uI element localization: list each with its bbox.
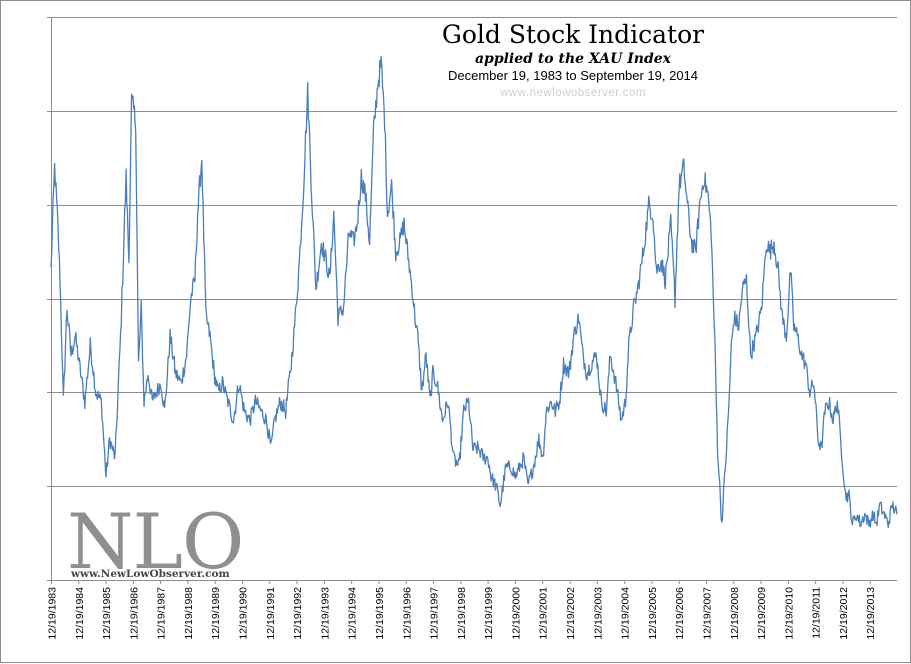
chart-title: Gold Stock Indicator (442, 20, 704, 49)
x-tick-label: 12/19/2011 (811, 587, 823, 639)
x-tick-label: 12/19/1995 (374, 587, 386, 640)
chart-subtitle: applied to the XAU Index (475, 51, 672, 67)
x-tick-label: 12/19/1993 (319, 587, 331, 640)
x-tick-label: 12/19/2003 (592, 587, 604, 640)
x-tick-label: 12/19/2000 (510, 587, 522, 640)
x-tick-label: 12/19/1996 (401, 587, 413, 640)
x-tick-label: 12/19/1994 (347, 587, 359, 640)
logo-url: www.NewLowObserver.com (70, 568, 230, 580)
x-tick-label: 12/19/1999 (483, 587, 495, 640)
x-tick-label: 12/19/1992 (292, 587, 304, 640)
x-tick-label: 12/19/1986 (128, 587, 140, 640)
x-tick-label: 12/19/1990 (238, 587, 250, 640)
x-tick-label: 12/19/2007 (701, 587, 713, 640)
x-tick-label: 12/19/1985 (101, 587, 113, 640)
x-tick-label: 12/19/2008 (729, 587, 741, 640)
series-line (50, 56, 898, 529)
x-tick-label: 12/19/2005 (647, 587, 659, 640)
x-tick-label: 12/19/1987 (156, 587, 168, 640)
x-tick-label: 12/19/2001 (538, 587, 550, 640)
x-tick-label: 12/19/2012 (838, 587, 850, 640)
x-tick-label: 12/19/1998 (456, 587, 468, 640)
x-tick-label: 12/19/1989 (210, 587, 222, 640)
x-tick-label: 12/19/2004 (620, 587, 632, 640)
x-tick-label: 12/19/1988 (183, 587, 195, 640)
x-tick-label: 12/19/2013 (865, 587, 877, 640)
nlo-logo: NLO www.NewLowObserver.com (67, 497, 244, 586)
y-gridlines (47, 17, 897, 581)
x-tick-label: 12/19/1983 (47, 587, 59, 640)
x-tick-label: 12/19/2006 (674, 587, 686, 640)
watermark-url: www.newlowobserver.com (499, 87, 646, 99)
x-tick-label: 12/19/2010 (783, 587, 795, 640)
x-tick-label: 12/19/2009 (756, 587, 768, 640)
x-ticks: 12/19/1983 12/19/1984 12/19/1985 12/19/1986… (47, 580, 877, 640)
x-tick-label: 12/19/2002 (565, 587, 577, 640)
chart-date-range: December 19, 1983 to September 19, 2014 (448, 68, 698, 83)
x-tick-label: 12/19/1984 (74, 587, 86, 640)
x-tick-label: 12/19/1991 (265, 587, 277, 640)
logo-text: NLO (67, 497, 243, 586)
x-tick-label: 12/19/1997 (429, 587, 441, 640)
